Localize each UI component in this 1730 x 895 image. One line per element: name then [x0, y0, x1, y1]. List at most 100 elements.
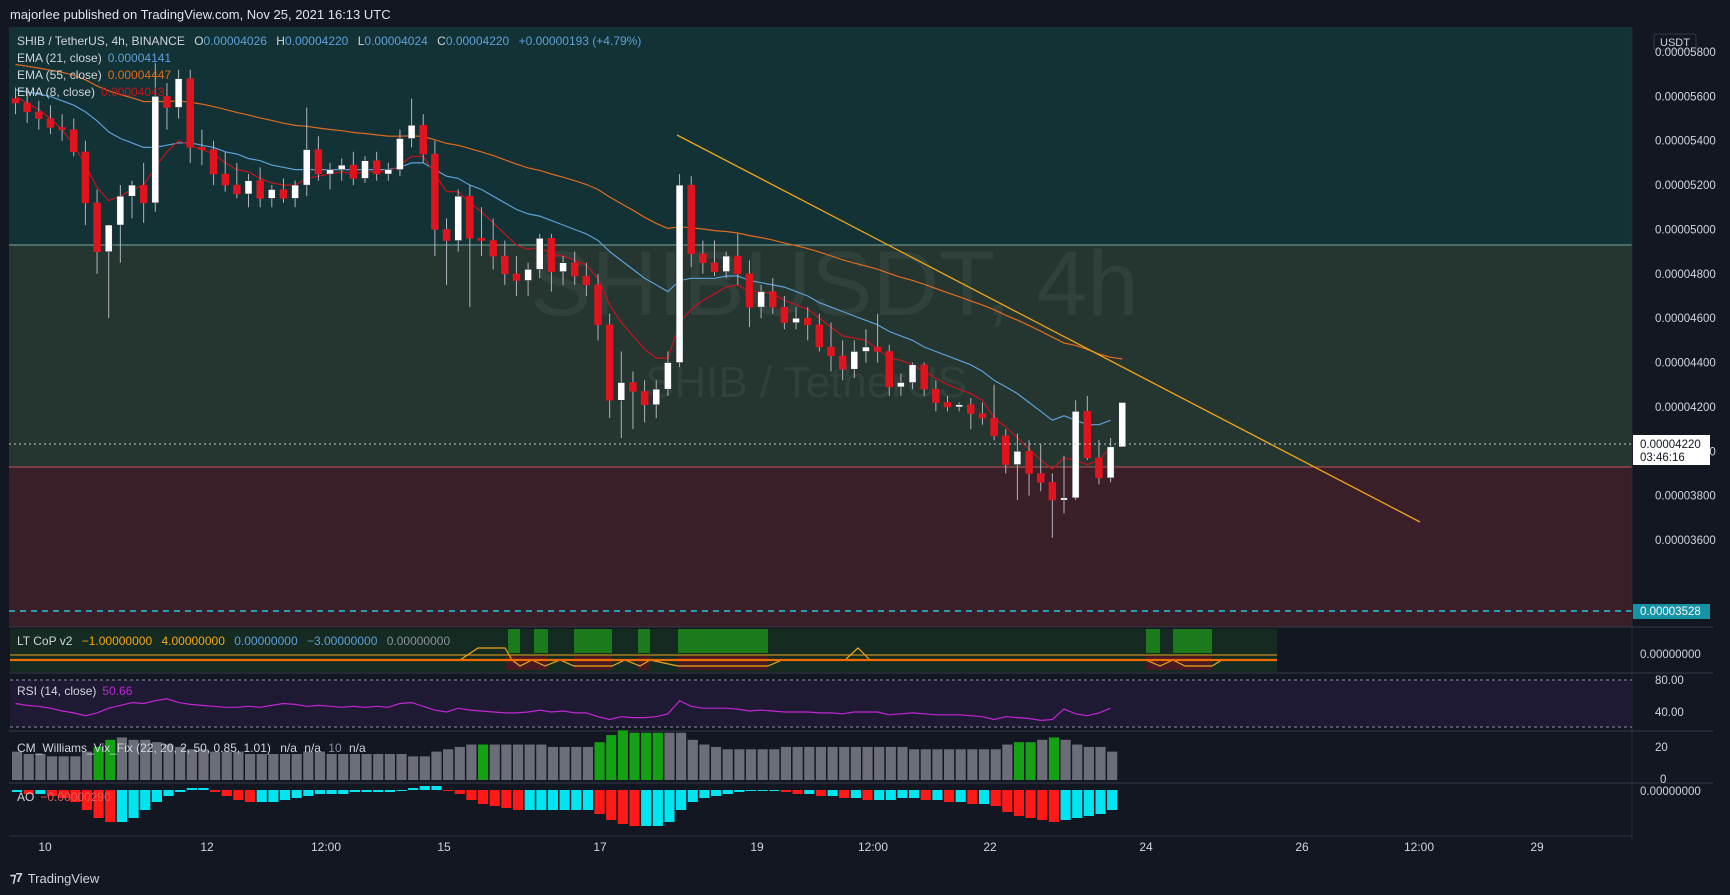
- trendline[interactable]: [676, 134, 1421, 523]
- ao-bar: [140, 790, 151, 810]
- candle-body: [174, 78, 183, 108]
- zone-mid: [9, 244, 1632, 467]
- candle-body: [314, 149, 323, 175]
- ema8-legend[interactable]: EMA (8, close) 0.00004043: [17, 85, 165, 99]
- candle: [1048, 473, 1057, 538]
- vix-bar: [571, 746, 582, 780]
- candle-body: [46, 118, 55, 128]
- candle: [629, 371, 637, 430]
- ao-bar: [81, 790, 93, 810]
- candle-body: [932, 388, 940, 403]
- candle-body: [594, 284, 602, 326]
- footer-brand[interactable]: TradingView: [27, 870, 100, 886]
- ao-bar: [163, 790, 174, 796]
- vix-bar: [687, 739, 698, 780]
- time-tick-label: 12:00: [1404, 840, 1434, 854]
- candle: [978, 402, 987, 425]
- ao-bar: [501, 790, 512, 808]
- vix-bar: [920, 749, 931, 780]
- candle-body: [990, 417, 998, 436]
- ltcop-legend[interactable]: LT CoP v2 −1.00000000 4.00000000 0.00000…: [17, 634, 450, 648]
- vix-bar: [151, 742, 162, 780]
- candle-body: [1025, 451, 1033, 474]
- candle-body: [233, 184, 241, 195]
- vix-bar: [582, 746, 593, 780]
- candle-body: [477, 238, 486, 241]
- ao-legend[interactable]: AO −0.00000290: [17, 790, 111, 804]
- candle-body: [407, 124, 416, 139]
- vix-bar: [116, 737, 127, 780]
- ema55-line: [15, 63, 1123, 360]
- candle: [699, 240, 707, 274]
- ao-bar: [46, 790, 58, 796]
- vix-bar: [466, 744, 477, 780]
- vix-legend[interactable]: CM_Williams_Vix_Fix (22, 20, 2, 50, 0.85…: [17, 741, 366, 755]
- ao-bar: [699, 790, 710, 798]
- ao-bar: [198, 788, 209, 790]
- candle-body: [769, 291, 777, 308]
- candle-body: [489, 240, 497, 257]
- candle-body: [815, 324, 824, 348]
- candle-body: [920, 364, 928, 390]
- ao-bar: [443, 790, 454, 791]
- ao-bar: [1083, 790, 1094, 816]
- ema55-legend[interactable]: EMA (55, close) 0.00004447: [17, 68, 171, 82]
- vix-bar: [664, 732, 675, 780]
- price-tick-label: 0.00004200: [1655, 402, 1716, 414]
- price-tick-label: 0.00003600: [1655, 535, 1716, 547]
- vix-bar: [629, 732, 640, 780]
- ao-bar: [373, 790, 384, 792]
- candle-body: [570, 262, 579, 277]
- candle: [640, 380, 649, 423]
- vix-bar: [501, 744, 512, 780]
- ao-bar: [419, 786, 430, 790]
- ao-bar: [804, 790, 815, 794]
- ema21-legend[interactable]: EMA (21, close) 0.00004141: [17, 51, 171, 65]
- rsi-axis-mid: 40.00: [1655, 707, 1684, 719]
- candle: [11, 87, 20, 115]
- candle-body: [384, 169, 393, 175]
- currency-badge[interactable]: [1653, 33, 1697, 51]
- ao-bar: [1025, 790, 1036, 818]
- zone-support: [9, 467, 1632, 627]
- candle: [396, 129, 404, 177]
- vix-bar: [396, 754, 407, 780]
- candle-body: [303, 149, 311, 186]
- last-price-value: 0.00004220: [1640, 439, 1701, 451]
- ao-bar: [466, 790, 477, 800]
- vix-bar: [245, 754, 256, 780]
- candle: [279, 178, 288, 203]
- time-tick-label: 12: [200, 840, 214, 854]
- vix-bar: [489, 744, 500, 780]
- vix-bar: [990, 749, 1001, 780]
- candle: [337, 158, 346, 181]
- candle-body: [838, 355, 847, 370]
- vix-bar: [140, 739, 151, 780]
- vix-bar: [815, 746, 826, 780]
- ao-bar: [221, 790, 232, 796]
- candle-body: [58, 127, 66, 130]
- candle: [291, 180, 299, 208]
- vix-bar: [757, 749, 768, 780]
- candle-body: [757, 291, 765, 308]
- ao-bar: [1037, 790, 1048, 820]
- candle: [780, 296, 789, 330]
- rsi-legend[interactable]: RSI (14, close) 50.66: [17, 684, 133, 698]
- vix-bar: [478, 744, 489, 780]
- time-tick-label: 12:00: [858, 840, 888, 854]
- vix-bar: [81, 751, 93, 780]
- candle-body: [1095, 457, 1103, 479]
- time-tick-label: 12:00: [311, 840, 341, 854]
- ao-bar: [454, 790, 465, 794]
- vix-bar: [874, 746, 885, 780]
- candle: [838, 340, 847, 381]
- vix-bar: [827, 746, 838, 780]
- support-value: 0.00003528: [1640, 606, 1701, 618]
- countdown: 03:46:16: [1640, 452, 1685, 464]
- vix-bar: [617, 730, 628, 780]
- candle: [803, 307, 812, 341]
- candle: [93, 189, 101, 274]
- ltcop-plot: [10, 629, 1277, 670]
- candle: [268, 185, 276, 208]
